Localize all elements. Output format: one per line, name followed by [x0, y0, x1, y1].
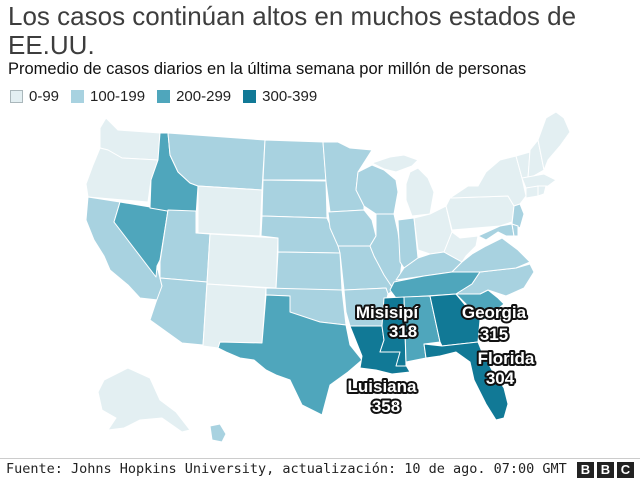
- legend-item-0: 0-99: [10, 88, 59, 105]
- bbc-logo-block-3: C: [617, 462, 634, 478]
- legend-label-3: 300-399: [262, 87, 318, 105]
- legend-label-1: 100-199: [90, 87, 146, 105]
- annotation-georgia-name: Georgia: [462, 303, 527, 322]
- annotation-louisiana-value: 358: [372, 397, 400, 416]
- state-wisconsin: [355, 164, 399, 215]
- state-michigan-upper: [371, 154, 419, 173]
- state-kansas: [275, 251, 343, 291]
- bbc-logo: B B C: [574, 462, 634, 478]
- state-new-jersey: [511, 203, 525, 229]
- chart-title: Los casos continúan altos en muchos esta…: [8, 1, 577, 60]
- legend-swatch-1: [71, 89, 85, 103]
- annotation-georgia-value: 315: [480, 325, 508, 344]
- bbc-logo-block-2: B: [597, 462, 614, 478]
- state-oregon: [85, 147, 159, 203]
- legend-label-0: 0-99: [29, 87, 60, 105]
- legend: 0-99 100-199 200-299 300-399: [10, 86, 329, 106]
- state-iowa: [327, 209, 377, 247]
- legend-swatch-3: [243, 89, 257, 103]
- state-texas: [217, 294, 363, 416]
- state-colorado: [206, 233, 279, 289]
- state-michigan-lower: [405, 167, 435, 217]
- source-note: Fuente: Johns Hopkins University, actual…: [6, 461, 567, 477]
- legend-label-2: 200-299: [176, 87, 232, 105]
- state-wyoming: [197, 185, 263, 237]
- state-hawaii: [209, 423, 227, 443]
- state-delaware: [511, 223, 519, 237]
- chart-subtitle: Promedio de casos diarios en la última s…: [8, 60, 527, 78]
- annotation-mississippi-value: 318: [389, 322, 417, 341]
- annotation-florida-value: 304: [486, 369, 515, 388]
- us-map: Misisipí 318 Georgia 315 Florida 304 Lui…: [85, 111, 571, 443]
- state-new-mexico: [202, 283, 267, 349]
- state-alaska: [97, 367, 191, 433]
- state-new-hampshire: [527, 139, 545, 179]
- legend-item-1: 100-199: [71, 88, 145, 105]
- state-virginia: [451, 237, 531, 273]
- annotation-mississippi-name: Misisipí: [356, 303, 420, 322]
- state-west-virginia: [443, 231, 479, 263]
- state-massachusetts: [521, 173, 557, 189]
- legend-swatch-0: [10, 89, 23, 103]
- annotation-louisiana-name: Luisiana: [348, 377, 418, 396]
- state-south-dakota: [261, 179, 328, 219]
- annotation-florida-name: Florida: [478, 349, 535, 368]
- bbc-logo-block-1: B: [577, 462, 594, 478]
- state-maine: [537, 111, 571, 171]
- legend-item-2: 200-299: [157, 88, 231, 105]
- state-florida: [423, 341, 509, 421]
- legend-swatch-2: [157, 89, 171, 103]
- state-north-dakota: [262, 139, 327, 181]
- footer-divider: [0, 458, 640, 459]
- state-connecticut: [525, 185, 539, 199]
- legend-item-3: 300-399: [243, 88, 317, 105]
- state-rhode-island: [537, 185, 547, 197]
- state-maryland: [477, 223, 515, 241]
